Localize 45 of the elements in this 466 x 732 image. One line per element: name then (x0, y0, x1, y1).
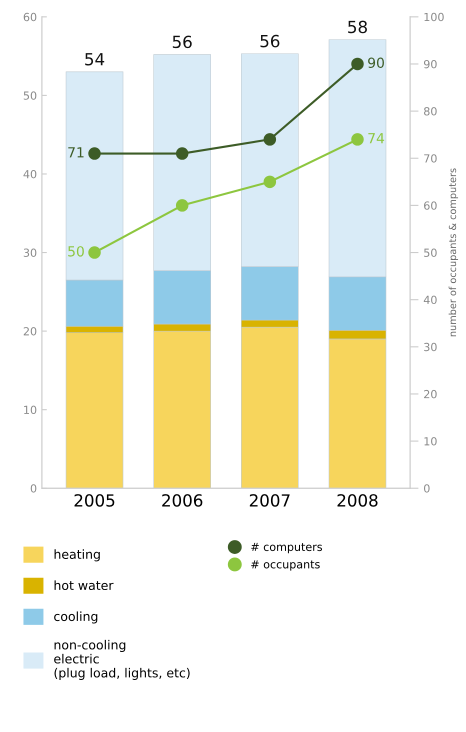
legend-label: hot water (54, 580, 114, 590)
y2-tick-label: 30 (424, 342, 437, 352)
data-label: 71 (68, 147, 84, 158)
total-label: 56 (172, 36, 192, 48)
y2-tick-label: 40 (424, 296, 437, 304)
y2-tick-label: 0 (424, 484, 430, 493)
point (176, 199, 188, 212)
y2-tick-label: 90 (424, 60, 437, 68)
y2-tick-label: 10 (424, 437, 437, 446)
total-label: 54 (85, 53, 104, 66)
point (88, 246, 101, 259)
x-tick-label: 2006 (162, 494, 202, 507)
y-tick-label: 20 (24, 327, 36, 336)
x-tick-label: 2005 (74, 494, 114, 507)
y2-tick-label: 50 (424, 248, 437, 257)
legend-label: # occupants (251, 560, 320, 571)
y2-tick-label: 70 (424, 154, 437, 163)
data-label: 90 (368, 58, 384, 68)
point (264, 133, 276, 146)
y2-tick-label: 60 (424, 201, 437, 210)
x-tick-label: 2007 (250, 494, 290, 507)
y-tick-label: 50 (24, 91, 36, 100)
y-tick-label: 0 (30, 484, 36, 493)
point (176, 147, 188, 160)
y2-axis-title: number of occupants & computers (448, 168, 458, 336)
point (351, 58, 364, 70)
point (264, 176, 276, 188)
x-tick-label: 2008 (338, 494, 378, 507)
legend-label: cooling (54, 611, 98, 624)
legend-label: heating (54, 549, 100, 562)
total-label: 58 (348, 20, 367, 34)
point (351, 133, 364, 146)
legend-label: non-cooling electric (plug load, lights, etc) (54, 640, 190, 680)
y-tick-label: 60 (24, 12, 36, 22)
point (88, 147, 101, 160)
y-tick-label: 40 (23, 170, 36, 178)
legend-label: # computers (251, 542, 322, 554)
data-label: 50 (68, 246, 84, 257)
y2-tick-label: 100 (424, 12, 444, 22)
y-tick-label: 30 (24, 248, 36, 257)
y2-tick-label: 20 (424, 390, 437, 398)
y-tick-label: 10 (24, 406, 36, 414)
total-label: 56 (260, 34, 280, 48)
y2-tick-label: 80 (424, 107, 437, 116)
data-label: 74 (368, 133, 384, 144)
